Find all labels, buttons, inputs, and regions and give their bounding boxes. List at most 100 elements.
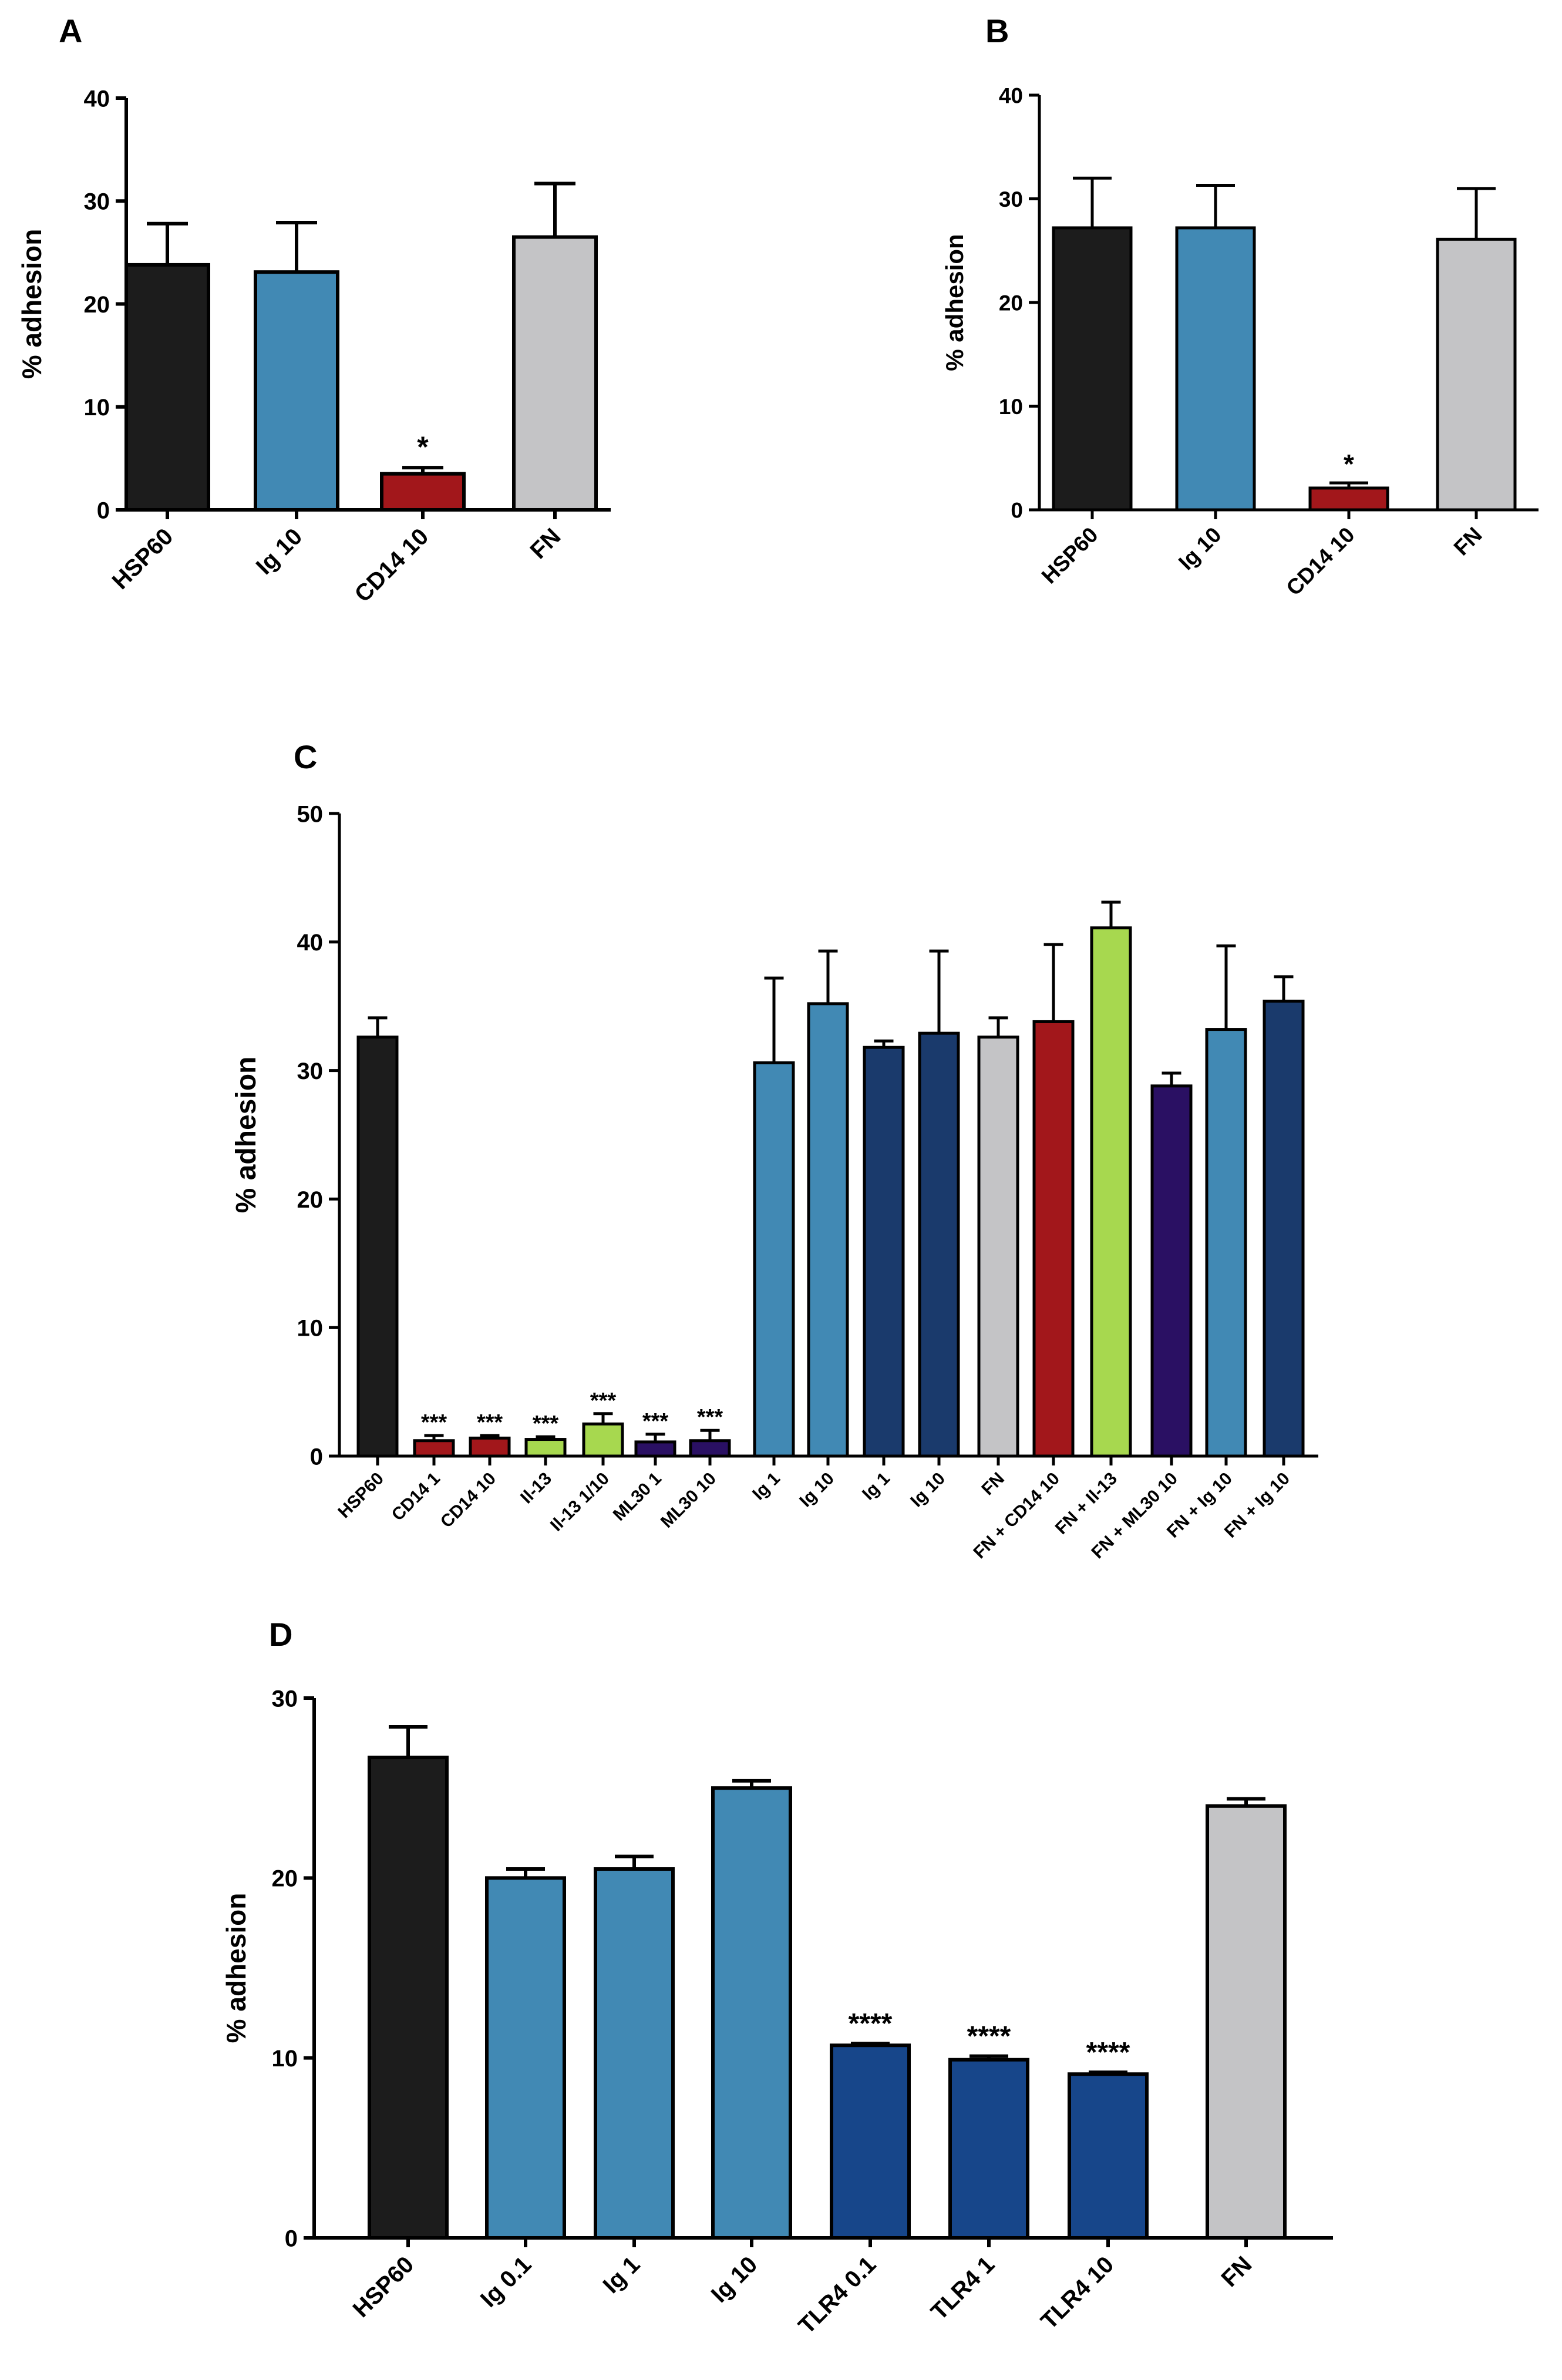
significance-marker: * — [417, 431, 429, 463]
panel-letter: C — [294, 738, 317, 775]
y-tick-label: 10 — [297, 1316, 324, 1342]
panel-d: D % adhesion HSP60 Ig 0.1 Ig 1 Ig 10 **** TLR4 … — [221, 1616, 1333, 2339]
x-tick-label: Ig 10 — [907, 1469, 949, 1511]
x-tick-label: Ig 1 — [749, 1469, 784, 1504]
y-tick-label: 30 — [272, 1686, 298, 1712]
x-tick-label: TLR4 10 — [1036, 2251, 1119, 2334]
bar — [711, 1786, 792, 2240]
panel-letter: D — [269, 1616, 292, 1653]
x-tick-label: TLR4 0.1 — [793, 2251, 881, 2339]
bar — [594, 1867, 675, 2240]
y-tick-label: 40 — [999, 83, 1023, 107]
bar — [977, 1036, 1019, 1458]
bar — [254, 270, 339, 512]
y-axis-title: % adhesion — [221, 1893, 251, 2043]
bar — [413, 1439, 455, 1458]
y-tick-label: 20 — [84, 292, 110, 318]
x-tick-label: FN — [526, 523, 566, 564]
x-tick-label: TLR4 1 — [926, 2251, 999, 2325]
x-tick-label: Ig 1 — [598, 2251, 645, 2298]
x-tick-label: ML30 1 — [610, 1469, 665, 1525]
bar — [863, 1046, 905, 1458]
significance-marker: **** — [1086, 2037, 1130, 2068]
y-tick-label: 40 — [297, 930, 324, 956]
x-tick-label: CD14 1 — [388, 1469, 444, 1525]
bar — [1205, 1028, 1247, 1458]
y-tick-label: 40 — [84, 86, 110, 112]
x-tick-label: Ig 1 — [859, 1469, 894, 1504]
y-tick-label: 30 — [999, 187, 1023, 211]
y-tick-label: 30 — [297, 1058, 324, 1084]
bar — [1150, 1084, 1193, 1458]
y-tick-label: 30 — [84, 189, 110, 215]
x-tick-label: CD14 10 — [350, 523, 434, 607]
x-tick-label: HSP60 — [348, 2251, 419, 2322]
x-tick-label: Ig 10 — [1174, 523, 1226, 575]
x-tick-label: FN — [978, 1469, 1008, 1500]
y-tick-label: 10 — [272, 2046, 298, 2072]
bar — [469, 1436, 511, 1458]
panel-a: A % adhesion HSP60 Ig 10 * CD14 10 FN 0 10 20 30 40 — [16, 12, 611, 607]
x-tick-label: CD14 10 — [437, 1469, 500, 1532]
y-tick-label: 20 — [297, 1187, 324, 1213]
significance-marker: *** — [421, 1410, 447, 1435]
bar — [634, 1440, 676, 1458]
bar — [512, 235, 598, 512]
panel-letter: B — [985, 12, 1009, 49]
bar — [1436, 237, 1517, 512]
bar — [380, 472, 466, 512]
bar — [524, 1438, 567, 1458]
y-tick-label: 0 — [1011, 498, 1023, 522]
significance-marker: **** — [849, 2008, 893, 2039]
x-tick-label: Ig 10 — [251, 523, 308, 580]
y-tick-label: 0 — [310, 1444, 323, 1470]
significance-marker: *** — [477, 1410, 503, 1435]
x-tick-label: Ig 10 — [796, 1469, 838, 1511]
x-tick-label: Ig 10 — [706, 2251, 763, 2308]
bar — [1052, 226, 1133, 512]
bar — [368, 1756, 449, 2240]
x-tick-label: HSP60 — [107, 523, 179, 594]
bar — [689, 1439, 731, 1458]
y-tick-label: 50 — [297, 801, 324, 827]
x-tick-label: Ig 0.1 — [476, 2251, 536, 2312]
bar — [485, 1876, 566, 2240]
x-tick-label: FN — [1217, 2251, 1257, 2292]
bar — [1308, 486, 1389, 512]
bar — [753, 1061, 795, 1458]
significance-marker: *** — [642, 1409, 669, 1434]
bar — [918, 1031, 960, 1458]
y-tick-label: 0 — [97, 497, 110, 523]
significance-marker: *** — [697, 1405, 723, 1430]
bar — [124, 263, 210, 512]
x-tick-label: HSP60 — [1037, 523, 1103, 589]
y-tick-label: 0 — [285, 2226, 298, 2251]
bar — [1175, 226, 1256, 512]
x-tick-label: CD14 10 — [1281, 523, 1359, 600]
y-axis-title: % adhesion — [16, 229, 47, 379]
y-axis-title: % adhesion — [231, 1057, 262, 1213]
bar — [1263, 999, 1305, 1458]
bar — [582, 1422, 624, 1458]
x-tick-label: HSP60 — [334, 1469, 388, 1522]
y-tick-label: 10 — [999, 395, 1023, 419]
y-tick-label: 10 — [84, 395, 110, 421]
y-axis-title: % adhesion — [941, 234, 968, 371]
bar — [948, 2058, 1029, 2240]
bar — [807, 1002, 849, 1458]
x-tick-label: Il-13 — [517, 1469, 556, 1508]
bar — [1206, 1804, 1287, 2240]
significance-marker: * — [1344, 449, 1354, 479]
x-tick-label: ML30 10 — [657, 1469, 720, 1532]
significance-marker: **** — [967, 2021, 1011, 2052]
significance-marker: *** — [590, 1389, 617, 1413]
bar — [830, 2043, 911, 2240]
panel-c: C % adhesion HSP60 *** CD14 1 *** CD14 10 *** Il… — [231, 738, 1318, 1562]
panel-b: B % adhesion HSP60 Ig 10 * CD14 10 FN 0 10 20 30 40 — [941, 12, 1539, 600]
bar — [1032, 1020, 1075, 1458]
y-tick-label: 20 — [999, 291, 1023, 315]
significance-marker: *** — [533, 1411, 559, 1436]
bar — [356, 1036, 399, 1458]
bar — [1068, 2072, 1149, 2240]
x-tick-label: Il-13 1/10 — [547, 1469, 613, 1535]
